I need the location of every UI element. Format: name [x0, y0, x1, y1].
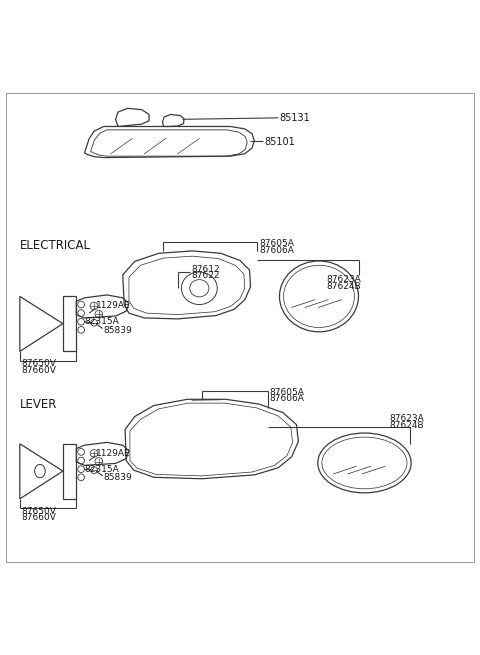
Text: 87660V: 87660V	[22, 366, 57, 375]
Text: 87623A: 87623A	[326, 275, 361, 284]
Text: 1129AE: 1129AE	[96, 301, 131, 310]
Text: 1129AE: 1129AE	[96, 449, 131, 458]
Text: 87605A: 87605A	[259, 239, 294, 248]
Text: 87623A: 87623A	[389, 414, 424, 423]
Text: 87612: 87612	[191, 265, 220, 274]
Text: 82315A: 82315A	[84, 317, 119, 326]
Text: 87622: 87622	[191, 271, 220, 280]
Text: LEVER: LEVER	[20, 398, 57, 411]
Text: 87606A: 87606A	[270, 394, 304, 403]
Text: 87605A: 87605A	[270, 388, 304, 397]
Text: 85839: 85839	[104, 326, 132, 335]
Text: ELECTRICAL: ELECTRICAL	[20, 238, 91, 252]
Text: 87624B: 87624B	[389, 421, 424, 430]
Text: 85839: 85839	[104, 474, 132, 482]
Text: 87650V: 87650V	[22, 507, 57, 515]
Text: 87650V: 87650V	[22, 360, 57, 368]
Text: 85101: 85101	[264, 137, 295, 147]
Text: 87660V: 87660V	[22, 514, 57, 523]
Text: 82315A: 82315A	[84, 464, 119, 474]
Text: 85131: 85131	[280, 113, 311, 123]
Text: 87624B: 87624B	[326, 282, 361, 291]
Text: 87606A: 87606A	[259, 246, 294, 255]
